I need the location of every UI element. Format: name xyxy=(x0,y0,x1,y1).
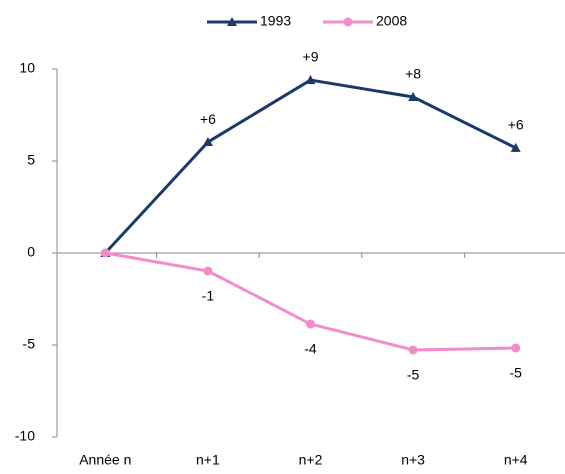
series-line xyxy=(104,78,517,255)
marker xyxy=(408,91,419,101)
marker xyxy=(202,137,213,147)
data-label: +6 xyxy=(200,111,216,127)
data-label: +9 xyxy=(303,49,319,65)
data-label: -1 xyxy=(202,288,215,304)
marker xyxy=(408,345,418,355)
x-tick-label: n+1 xyxy=(196,452,220,468)
y-tick-label: 5 xyxy=(27,152,35,168)
data-label: +6 xyxy=(508,117,524,133)
y-tick-label: -5 xyxy=(23,336,36,352)
y-tick-label: 0 xyxy=(27,244,35,260)
data-label: -4 xyxy=(304,341,317,357)
data-label: -5 xyxy=(407,367,420,383)
marker xyxy=(305,75,316,85)
x-tick-label: n+4 xyxy=(504,452,528,468)
marker xyxy=(227,17,237,26)
x-tick-label: n+3 xyxy=(401,452,425,468)
marker xyxy=(100,248,110,258)
y-tick-label: -10 xyxy=(15,428,35,444)
marker xyxy=(343,17,353,27)
data-label: +8 xyxy=(405,66,421,82)
series-line xyxy=(105,251,516,352)
marker xyxy=(511,343,521,353)
x-tick-label: n+2 xyxy=(299,452,323,468)
x-tick-label: Année n xyxy=(79,452,131,468)
y-tick-label: 10 xyxy=(19,60,35,76)
marker xyxy=(203,266,213,276)
marker xyxy=(306,319,315,329)
marker xyxy=(510,142,521,152)
data-label: -5 xyxy=(509,365,522,381)
legend-label: 1993 xyxy=(260,13,291,29)
legend-label: 2008 xyxy=(376,13,407,29)
